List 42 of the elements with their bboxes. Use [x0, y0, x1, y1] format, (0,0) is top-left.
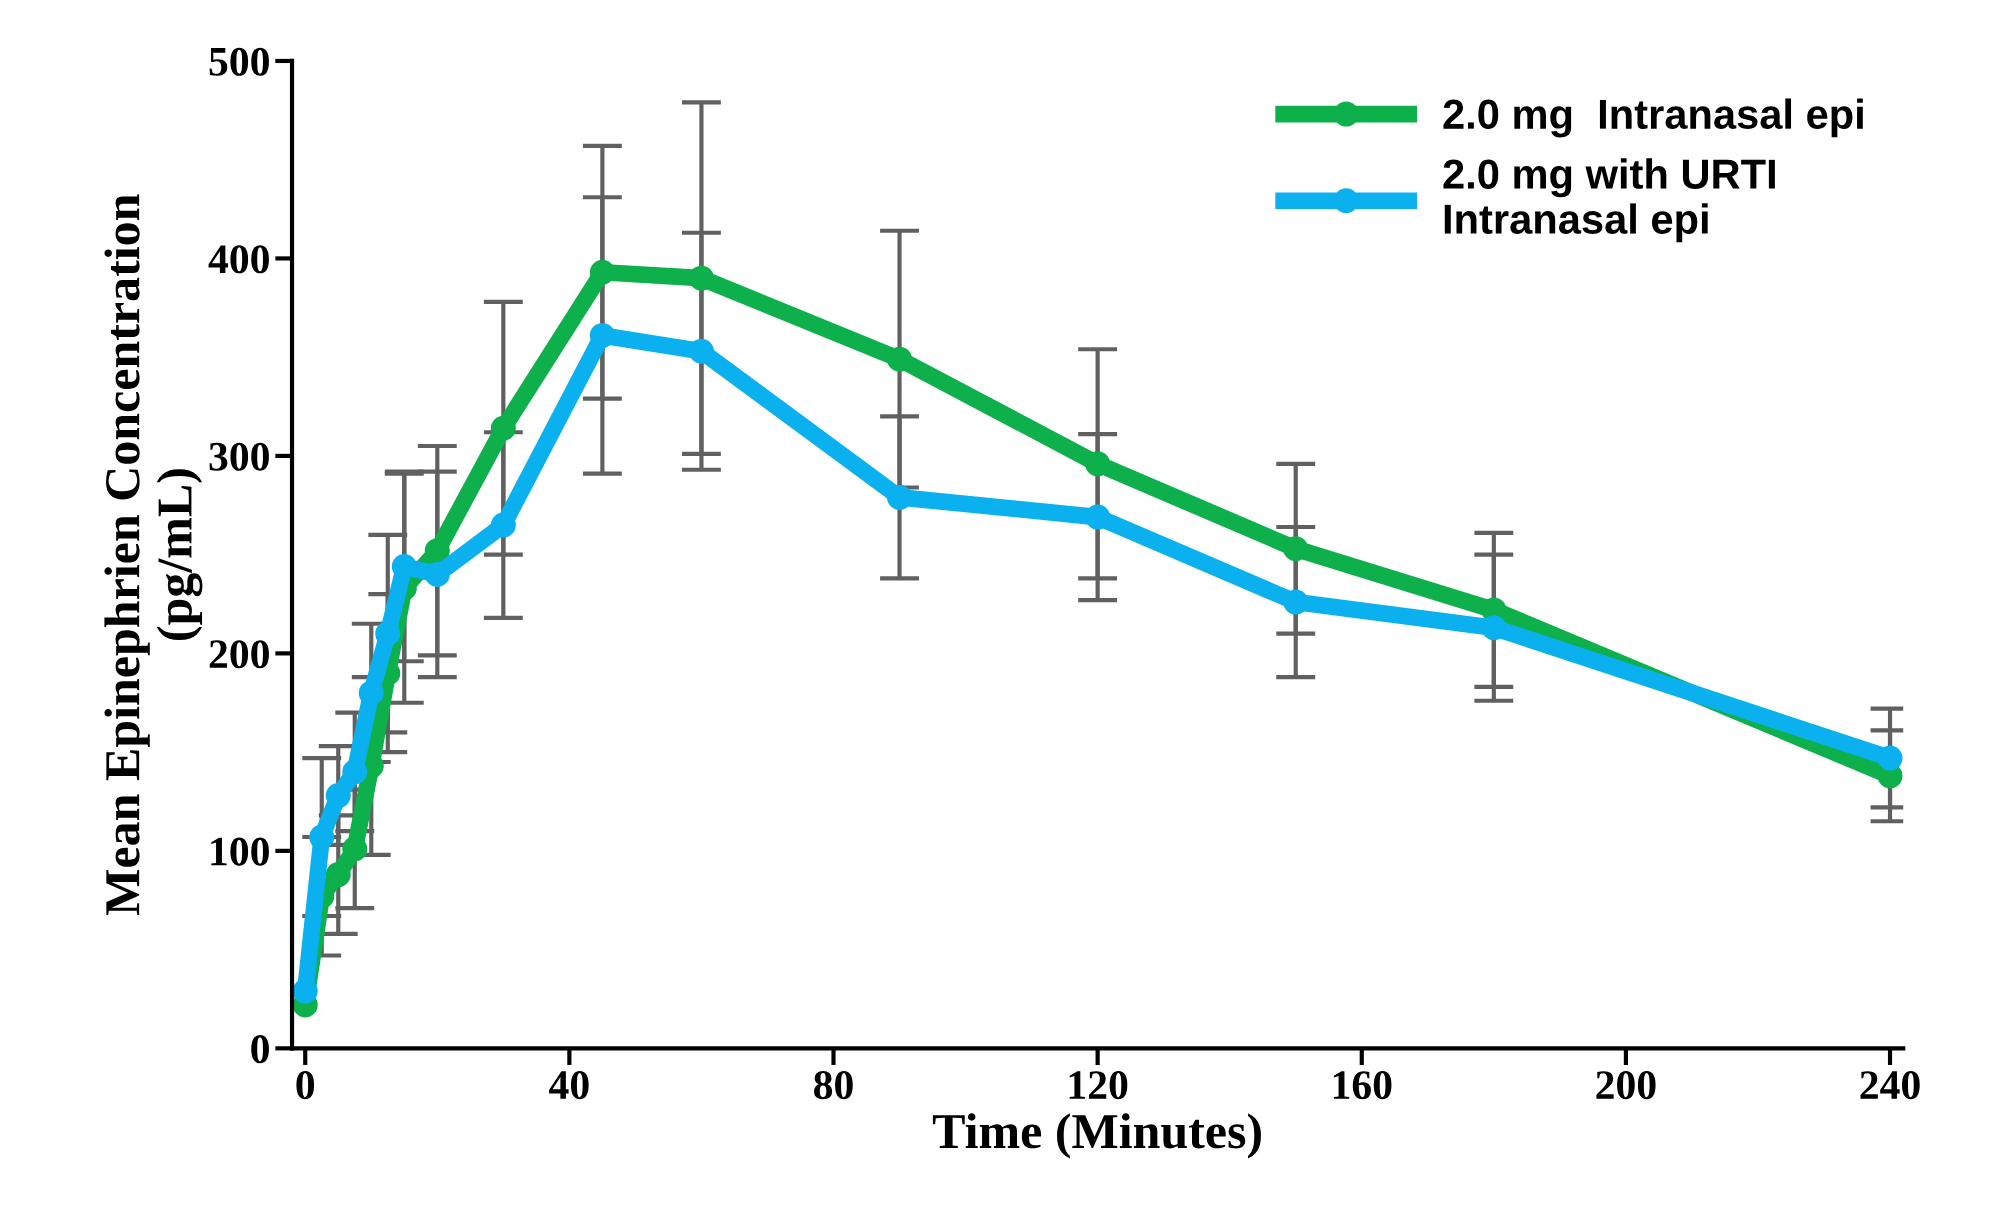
- point: [1085, 451, 1111, 477]
- point: [1283, 536, 1309, 562]
- legend-label: 2.0 mg with URTI Intranasal epi: [1443, 158, 1775, 243]
- x-tick-label: 0: [296, 1071, 315, 1100]
- point: [887, 484, 913, 510]
- x-tick-label: 40: [549, 1071, 589, 1100]
- x-tick-label: 160: [1333, 1071, 1392, 1100]
- y-tick-label: 500: [209, 47, 269, 76]
- point: [688, 338, 714, 364]
- point: [391, 553, 417, 579]
- y-tick-label: 200: [209, 640, 269, 669]
- x-axis-title: Time (Minutes): [932, 1113, 1261, 1159]
- y-tick-label: 0: [251, 1035, 269, 1064]
- point: [325, 783, 351, 809]
- point: [490, 512, 516, 538]
- legend-label: 2.0 mg Intranasal epi: [1443, 98, 1863, 138]
- point: [292, 978, 318, 1004]
- point: [358, 680, 384, 706]
- point: [309, 824, 335, 850]
- point: [589, 259, 615, 285]
- point: [375, 621, 401, 647]
- y-tick-label: 100: [211, 837, 269, 866]
- point: [1085, 504, 1111, 530]
- point: [688, 265, 714, 291]
- y-tick-label: 300: [209, 442, 269, 471]
- point: [325, 862, 351, 888]
- x-tick-label: 120: [1069, 1071, 1128, 1100]
- point: [1481, 615, 1507, 641]
- x-tick-label: 80: [814, 1071, 853, 1100]
- point: [424, 538, 450, 564]
- point: [1283, 589, 1309, 615]
- y-axis-title: Mean Epinephrien Concentration (pg/mL): [104, 194, 203, 915]
- point: [887, 346, 913, 372]
- x-tick-label: 240: [1860, 1071, 1920, 1100]
- point: [342, 836, 368, 862]
- point: [1877, 745, 1903, 771]
- point: [424, 561, 450, 587]
- point: [490, 415, 516, 441]
- y-tick-label: 400: [208, 245, 269, 274]
- point: [589, 322, 615, 348]
- x-tick-label: 200: [1596, 1071, 1656, 1100]
- point: [342, 759, 368, 785]
